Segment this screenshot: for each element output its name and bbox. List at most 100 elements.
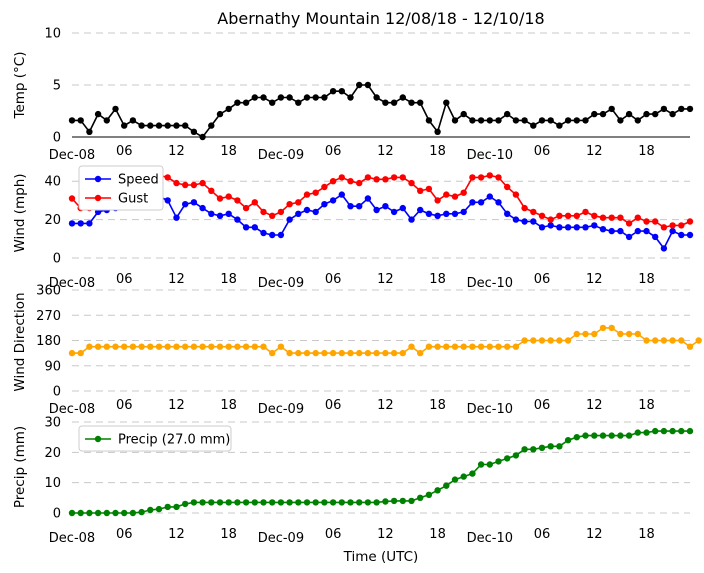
data-point xyxy=(538,337,546,344)
data-point xyxy=(469,470,476,477)
data-point xyxy=(225,210,232,217)
y-axis-label: Temp (°C) xyxy=(12,52,28,120)
data-point xyxy=(495,458,502,465)
data-point xyxy=(504,110,511,118)
data-point xyxy=(652,427,659,435)
data-point xyxy=(390,349,398,357)
data-point xyxy=(338,88,345,95)
data-point xyxy=(477,461,485,468)
data-point xyxy=(242,343,250,350)
data-point xyxy=(295,349,302,357)
y-axis-label: Wind Direction xyxy=(12,292,28,391)
data-point xyxy=(443,482,450,489)
data-point xyxy=(425,343,433,350)
data-point xyxy=(182,343,189,350)
data-point xyxy=(347,178,354,185)
x-tick-label: 06 xyxy=(325,398,342,413)
data-point xyxy=(286,349,293,357)
series-precip-27-0-mm xyxy=(68,427,694,517)
data-point xyxy=(634,214,641,221)
data-point xyxy=(530,337,537,344)
data-point xyxy=(434,487,441,494)
x-tick-label: Dec-08 xyxy=(49,402,95,417)
data-point xyxy=(443,191,450,198)
data-point xyxy=(173,122,180,129)
data-point xyxy=(155,505,163,513)
data-point xyxy=(338,349,345,357)
x-tick-label: 06 xyxy=(534,398,551,413)
x-tick-label: 06 xyxy=(325,144,342,159)
y-tick-label: 20 xyxy=(44,446,61,461)
data-point xyxy=(251,224,258,231)
data-point xyxy=(591,222,598,229)
x-tick-label: 06 xyxy=(116,272,133,287)
data-point xyxy=(512,216,520,223)
data-point xyxy=(382,498,389,505)
data-point xyxy=(373,499,380,506)
y-tick-label: 0 xyxy=(53,131,61,146)
data-point xyxy=(260,343,267,350)
data-point xyxy=(68,509,76,517)
data-point xyxy=(303,499,311,506)
data-point xyxy=(382,349,389,357)
data-point xyxy=(599,214,607,221)
data-point xyxy=(660,245,668,252)
data-point xyxy=(573,212,580,219)
data-point xyxy=(547,117,554,124)
y-tick-label: 90 xyxy=(44,359,61,374)
data-point xyxy=(312,94,319,101)
data-point xyxy=(164,122,171,129)
x-tick-label: 06 xyxy=(534,144,551,159)
x-tick-label: 18 xyxy=(220,272,237,287)
data-point xyxy=(390,208,398,216)
data-point xyxy=(608,324,615,332)
data-point xyxy=(77,509,84,517)
data-point xyxy=(547,222,554,229)
data-point xyxy=(208,210,215,217)
data-point xyxy=(173,343,180,350)
data-point xyxy=(190,181,198,189)
data-point xyxy=(495,343,502,350)
data-point xyxy=(573,434,580,441)
data-point xyxy=(390,99,398,106)
y-axis-label: Precip (mm) xyxy=(12,426,28,508)
data-point xyxy=(451,117,459,124)
data-point xyxy=(112,343,119,350)
series-line xyxy=(72,84,690,139)
x-tick-label: 12 xyxy=(586,144,603,159)
data-point xyxy=(121,122,128,129)
data-point xyxy=(634,429,641,436)
data-point xyxy=(477,174,485,181)
data-point xyxy=(364,195,372,202)
data-point xyxy=(356,349,363,357)
data-point xyxy=(625,220,633,227)
data-point xyxy=(556,443,563,450)
data-point xyxy=(443,99,450,106)
x-tick-label: 12 xyxy=(586,527,603,542)
data-point xyxy=(242,224,250,231)
data-point xyxy=(399,94,406,101)
data-point xyxy=(68,195,76,202)
data-point xyxy=(364,349,372,357)
data-point xyxy=(625,432,633,439)
data-point xyxy=(94,110,102,118)
data-point xyxy=(225,499,232,506)
data-point xyxy=(103,343,111,350)
data-point xyxy=(373,349,380,357)
x-tick-label: 18 xyxy=(638,144,655,159)
data-point xyxy=(521,117,528,124)
data-point xyxy=(208,122,215,129)
data-point xyxy=(329,499,337,506)
data-point xyxy=(356,179,363,187)
data-point xyxy=(591,110,598,118)
data-point xyxy=(86,343,93,350)
data-point xyxy=(295,210,302,217)
data-point xyxy=(582,208,589,216)
data-point xyxy=(460,208,467,216)
x-tick-label: 12 xyxy=(377,272,394,287)
legend-marker xyxy=(94,194,102,202)
x-tick-label: 06 xyxy=(116,144,133,159)
data-point xyxy=(643,227,650,235)
data-point xyxy=(269,231,276,239)
data-point xyxy=(295,99,302,106)
